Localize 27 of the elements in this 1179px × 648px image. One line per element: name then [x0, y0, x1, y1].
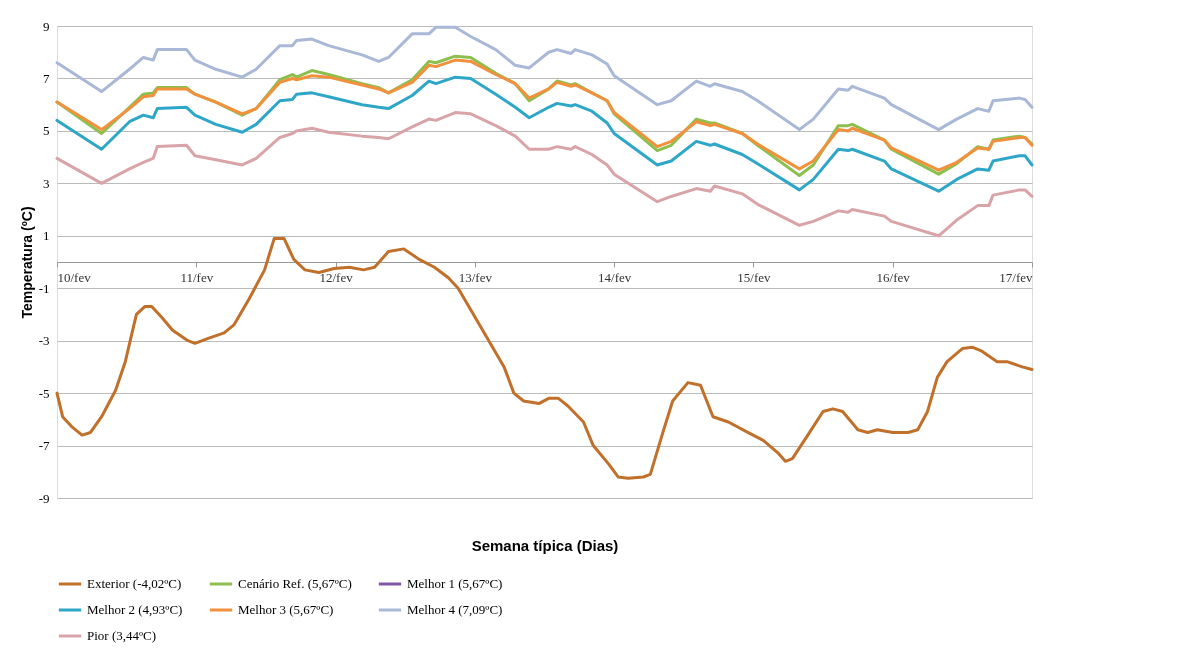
legend-label: Exterior (-4,02ºC)	[87, 576, 182, 591]
x-tick-label: 10/fev	[57, 269, 92, 285]
legend-label: Cenário Ref. (5,67ºC)	[238, 576, 352, 591]
y-tick-label: 5	[43, 123, 50, 139]
y-tick-label: -9	[38, 490, 50, 506]
y-axis-title: Temperatura (ºC)	[18, 206, 35, 319]
legend-label: Melhor 4 (7,09ºC)	[407, 602, 503, 617]
legend-label: Melhor 2 (4,93ºC)	[87, 602, 183, 617]
y-tick-label: 1	[43, 228, 50, 244]
x-axis-title: Semana típica (Dias)	[471, 536, 619, 554]
y-tick-label: 7	[43, 70, 50, 86]
x-tick-label: 17/fev	[999, 269, 1033, 285]
legend-label: Melhor 1 (5,67ºC)	[407, 576, 503, 591]
x-tick-label: 14/fev	[598, 269, 632, 285]
legend-label: Melhor 3 (5,67ºC)	[238, 602, 334, 617]
x-tick-label: 16/fev	[876, 269, 911, 285]
y-tick-label: 3	[43, 175, 50, 191]
y-tick-label: -1	[38, 280, 50, 296]
y-tick-label: -3	[38, 333, 50, 349]
x-tick-label: 15/fev	[737, 269, 772, 285]
y-tick-label: 9	[43, 18, 50, 34]
x-tick-label: 11/fev	[180, 269, 214, 285]
x-tick-label: 13/fev	[458, 269, 493, 285]
legend-label: Pior (3,44ºC)	[87, 628, 157, 643]
y-tick-label: -7	[38, 438, 50, 454]
x-tick-label: 12/fev	[319, 269, 354, 285]
y-tick-label: -5	[38, 385, 50, 401]
